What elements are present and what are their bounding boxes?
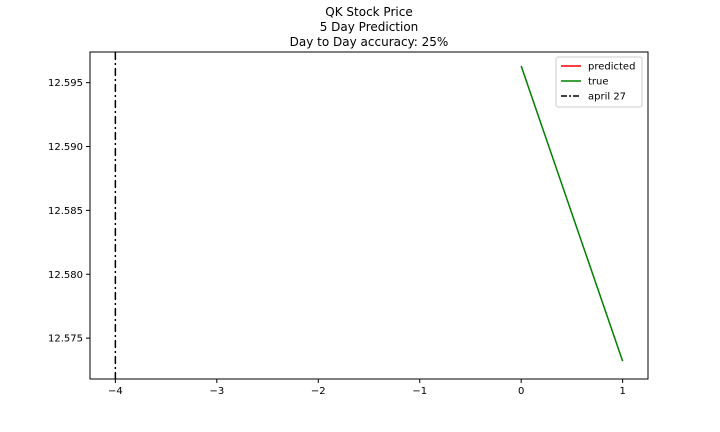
y-tick-label: 12.575 [48,334,83,345]
y-tick-label: 12.585 [48,206,83,217]
x-tick-label: 1 [619,386,625,397]
legend-label: true [588,77,609,88]
y-tick-label: 12.595 [48,78,83,89]
legend: predicted true april 27 [555,56,643,108]
x-tick-label: −1 [412,386,427,397]
chart-title-line-1: QK Stock Price [325,5,412,19]
x-tick-label: −4 [108,386,123,397]
chart-title-line-2: 5 Day Prediction [320,20,419,34]
chart-title: QK Stock Price 5 Day Prediction Day to D… [290,5,449,49]
y-tick-label: 12.580 [48,270,83,281]
chart-title-line-3: Day to Day accuracy: 25% [290,35,449,49]
legend-label: predicted [588,62,635,73]
series-line-true [520,65,624,362]
x-tick-label: 0 [518,386,524,397]
x-axis: −4 −3 −2 −1 0 1 [108,379,626,397]
x-tick-label: −2 [311,386,326,397]
plot-area [89,51,649,380]
y-tick-label: 12.590 [48,142,83,153]
legend-box [555,56,643,108]
legend-label: april 27 [588,92,626,103]
axes-frame [89,51,649,380]
x-tick-label: −3 [209,386,224,397]
y-axis: 12.575 12.580 12.585 12.590 12.595 [48,78,90,345]
